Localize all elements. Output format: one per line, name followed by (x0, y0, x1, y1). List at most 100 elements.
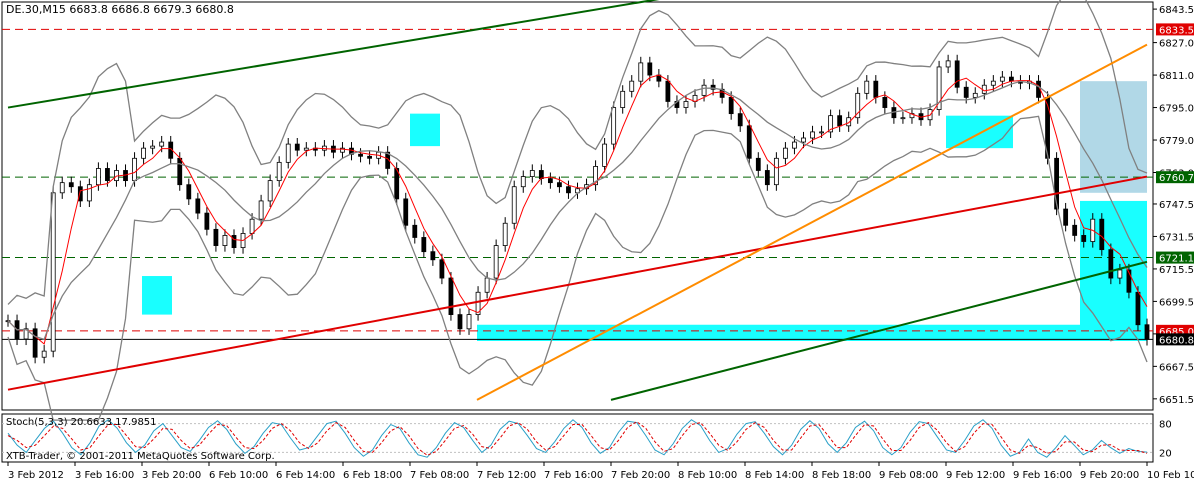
candle-body (990, 80, 996, 86)
candle-body (86, 184, 92, 202)
x-tick-label: 6 Feb 10:00 (209, 470, 268, 481)
candle-body (963, 86, 969, 98)
stoch-title: Stoch(5,3,3) 20.6633 17.9851 (6, 417, 157, 428)
candle-body (629, 80, 635, 92)
bollinger-lower (7, 115, 1148, 421)
x-tick-label: 8 Feb 18:00 (812, 470, 871, 481)
candle-body (23, 328, 29, 340)
trend-line-2 (7, 175, 1148, 391)
x-tick-label: 6 Feb 14:00 (276, 470, 335, 481)
candle-body (457, 314, 463, 330)
candle-body (204, 212, 210, 230)
zone-2 (477, 324, 1080, 341)
x-tick-label: 3 Feb 16:00 (75, 470, 134, 481)
candle-body (945, 60, 951, 68)
candle-body (773, 157, 779, 186)
chart-title: DE.30,M15 6683.8 6686.8 6679.3 6680.8 (6, 3, 234, 16)
y-tick-label: 6779.0 (1159, 136, 1194, 147)
candle-body (819, 131, 824, 134)
y-tick-label: 6747.5 (1159, 200, 1194, 211)
candle-body (665, 80, 671, 102)
candle-body (195, 198, 201, 214)
stoch-plot-frame (1, 413, 1154, 463)
candle-body (764, 170, 770, 186)
price-mark-badge-0 (1156, 23, 1194, 36)
y-tick-label: 6843.5 (1159, 5, 1194, 16)
candle-body (439, 259, 445, 279)
candle-body (466, 314, 472, 330)
candle-body (340, 147, 345, 153)
candle-body (1126, 269, 1132, 293)
candle-body (683, 101, 689, 108)
zone-5 (1080, 81, 1147, 193)
x-tick-label: 8 Feb 10:00 (678, 470, 737, 481)
candle-body (41, 350, 47, 358)
candle-body (1117, 269, 1123, 279)
candle-body (231, 235, 237, 249)
y-tick-label: 6651.5 (1159, 395, 1194, 406)
candle-body (285, 143, 291, 163)
price-mark-label-1: 6760.7 (1159, 173, 1194, 184)
candle-body (448, 277, 454, 315)
copyright: XTB-Trader, © 2001-2011 MetaQuotes Softw… (6, 451, 275, 462)
y-tick-label: 6667.5 (1159, 362, 1194, 373)
x-tick-label: 9 Feb 12:00 (946, 470, 1005, 481)
candle-body (710, 84, 716, 90)
candle-body (385, 151, 391, 169)
x-tick-label: 7 Feb 12:00 (477, 470, 536, 481)
price-mark-label-0: 6833.5 (1159, 25, 1194, 36)
candle-body (999, 76, 1005, 82)
trend-line-1 (610, 260, 1148, 401)
candle-body (258, 200, 264, 220)
candle-body (132, 157, 137, 182)
price-mark-badge-4 (1156, 333, 1194, 346)
candle-body (186, 184, 192, 200)
candle-body (105, 168, 110, 182)
stoch-y-tick-label: 80 (1159, 420, 1172, 431)
candle-body (159, 141, 165, 147)
candle-body (783, 147, 788, 159)
candle-body (882, 97, 888, 108)
candle-body (737, 113, 743, 127)
candle-body (213, 228, 219, 246)
stoch-y-tick-label: 20 (1159, 448, 1172, 459)
x-tick-label: 3 Feb 20:00 (142, 470, 201, 481)
candle-body (511, 186, 517, 224)
y-tick-label: 6715.5 (1159, 265, 1194, 276)
candle-body (50, 192, 56, 352)
candle-body (421, 237, 427, 253)
zone-0 (142, 276, 172, 315)
candle-body (1054, 157, 1060, 210)
candle-body (547, 178, 553, 184)
candle-body (529, 170, 535, 177)
x-tick-label: 6 Feb 18:00 (343, 470, 402, 481)
candle-body (177, 157, 183, 186)
candle-body (1063, 208, 1069, 226)
price-plot-frame (1, 1, 1154, 411)
candle-body (873, 80, 879, 98)
candle-body (520, 176, 526, 188)
candle-body (59, 182, 65, 194)
candle-body (755, 157, 761, 171)
candle-body (828, 115, 834, 133)
bollinger-middle (7, 80, 1148, 341)
price-mark-label-3: 6685.0 (1159, 327, 1194, 338)
candle-body (954, 60, 960, 88)
candle-body (475, 291, 481, 315)
candle-body (593, 166, 598, 186)
candle-body (394, 168, 400, 200)
x-tick-label: 3 Feb 2012 (8, 470, 64, 481)
y-tick-label: 6699.5 (1159, 297, 1194, 308)
x-tick-label: 9 Feb 20:00 (1080, 470, 1139, 481)
price-mark-label-2: 6721.1 (1159, 254, 1194, 265)
candle-body (403, 198, 409, 226)
candle-body (1099, 218, 1105, 251)
candle-body (249, 218, 255, 234)
candle-body (620, 90, 626, 108)
x-tick-label: 7 Feb 16:00 (544, 470, 603, 481)
candle-body (855, 92, 861, 119)
y-tick-label: 6827.0 (1159, 39, 1194, 50)
candle-body (493, 245, 499, 279)
